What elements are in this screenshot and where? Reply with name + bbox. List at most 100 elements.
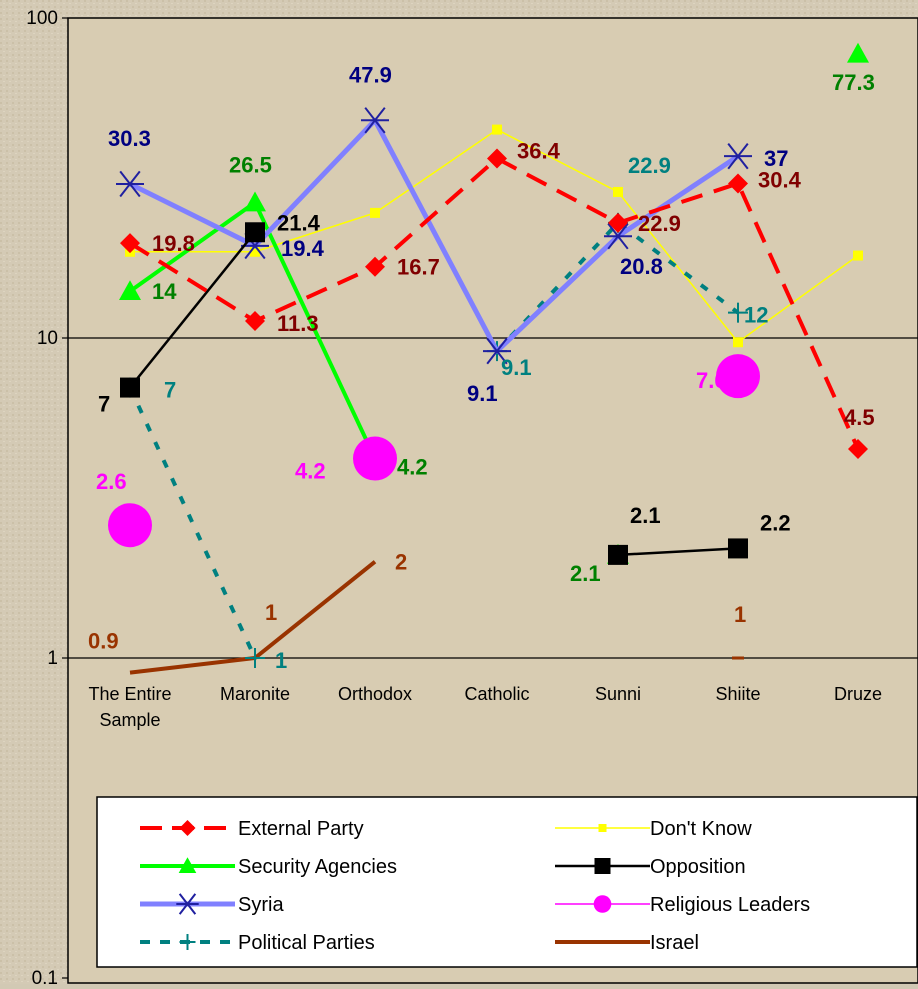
series-opposition: [120, 222, 748, 565]
marker-syria: [604, 223, 632, 250]
marker-don-t-know: [492, 124, 502, 135]
data-label: 14: [152, 279, 177, 304]
data-label: 26.5: [229, 153, 272, 178]
marker-external-party: [487, 148, 507, 169]
legend-label: Don't Know: [650, 818, 752, 840]
marker-political-parties: [245, 648, 265, 668]
marker-opposition: [120, 377, 140, 398]
data-label: 1: [265, 600, 277, 625]
data-label: 11.3: [277, 311, 319, 336]
marker-opposition: [608, 544, 628, 565]
marker-stroke: [607, 223, 629, 250]
data-label: 22.9: [628, 153, 671, 178]
marker-stroke: [119, 170, 141, 198]
data-label: 21.4: [277, 210, 321, 235]
marker-stroke: [178, 893, 197, 915]
marker-security-agencies: [244, 191, 266, 212]
data-label: 7: [164, 378, 176, 403]
marker-external-party: [848, 438, 868, 459]
marker-don-t-know: [613, 186, 623, 197]
marker-religious-leaders: [108, 503, 152, 548]
data-label: 19.4: [281, 236, 325, 261]
y-tick-label: 10: [37, 328, 58, 349]
data-label: 4.2: [397, 455, 428, 480]
data-label: 0.9: [88, 629, 119, 654]
marker-religious-leaders: [353, 436, 397, 481]
series-line: [129, 231, 256, 389]
legend-label: Israel: [650, 932, 699, 954]
data-label: 9.1: [501, 355, 532, 380]
data-labels: 19.8 11.3 16.7 36.4 22.9 30.4 4.5 14 26.5 4.2 2.1 7…: [88, 62, 875, 673]
legend-label: Religious Leaders: [650, 894, 810, 916]
legend-label: Political Parties: [238, 932, 375, 954]
marker-don-t-know: [853, 250, 863, 261]
x-tick-label: The Entire Sample: [88, 684, 171, 730]
legend-label: Opposition: [650, 856, 746, 878]
marker-external-party: [179, 820, 196, 836]
legend-item-political-parties: Political Parties: [140, 932, 375, 954]
marker-stroke: [364, 107, 386, 134]
data-label: 22.9: [638, 211, 681, 236]
marker-political-parties: [179, 934, 196, 950]
marker-stroke: [486, 337, 508, 365]
marker-security-agencies: [119, 280, 141, 301]
marker-external-party: [120, 233, 140, 254]
data-label: 12: [744, 303, 768, 328]
x-tick-label: Catholic: [464, 684, 529, 704]
marker-external-party: [728, 173, 748, 194]
marker-security-agencies: [847, 42, 869, 63]
grid: [68, 337, 918, 659]
legend-item-opposition: Opposition: [555, 856, 746, 878]
legend-label: External Party: [238, 818, 364, 840]
marker-don-t-know: [598, 824, 607, 832]
marker-political-parties: [728, 302, 748, 323]
marker-religious-leaders: [716, 354, 760, 399]
series-line: [617, 547, 739, 557]
marker-opposition: [594, 858, 611, 874]
y-tick-label: 100: [26, 8, 58, 29]
marker-security-agencies: [178, 857, 197, 874]
legend-box: [96, 796, 918, 968]
data-label: 30.3: [108, 126, 151, 151]
data-label: 2.1: [630, 503, 661, 528]
axes: 100 10 1 0.1 The Entire Sample Maronite Orthodo…: [26, 8, 882, 989]
marker-external-party: [365, 256, 385, 277]
data-label: 4.5: [844, 405, 875, 430]
marker-don-t-know: [250, 246, 260, 257]
data-label: 4.2: [295, 459, 326, 484]
data-label: 77.3: [832, 70, 875, 95]
marker-don-t-know: [370, 207, 380, 218]
data-label: 1: [275, 648, 287, 673]
data-label: 37: [764, 146, 788, 171]
x-tick-label: Orthodox: [338, 684, 412, 704]
marker-syria: [361, 107, 389, 134]
data-label: 7: [98, 392, 110, 417]
marker-religious-leaders: [593, 895, 612, 913]
y-tick-label: 0.1: [32, 968, 58, 984]
data-label: 2.1: [570, 561, 601, 586]
legend-item-external-party: External Party: [140, 818, 364, 840]
series-syria: [116, 107, 752, 365]
marker-syria: [176, 893, 199, 915]
data-label: 16.7: [397, 255, 440, 280]
data-label: 30.4: [758, 167, 802, 192]
marker-syria: [116, 170, 144, 198]
series-line: [128, 117, 740, 354]
legend-item-security-agencies: Security Agencies: [140, 856, 397, 878]
x-tick-label: Maronite: [220, 684, 290, 704]
series-religious-leaders: [108, 354, 760, 548]
data-label: 2.6: [96, 469, 127, 494]
legend-label: Security Agencies: [238, 856, 397, 878]
legend-item-syria: Syria: [140, 893, 284, 916]
data-label: 20.8: [620, 254, 663, 279]
x-tick-label: Shiite: [715, 684, 760, 704]
legend-label: Syria: [238, 894, 284, 916]
marker-external-party: [608, 212, 628, 233]
data-label: 9.1: [467, 381, 498, 406]
x-tick-label: Sunni: [595, 684, 641, 704]
marker-syria: [724, 142, 752, 170]
series-layer: [108, 42, 869, 675]
marker-opposition: [728, 538, 748, 559]
